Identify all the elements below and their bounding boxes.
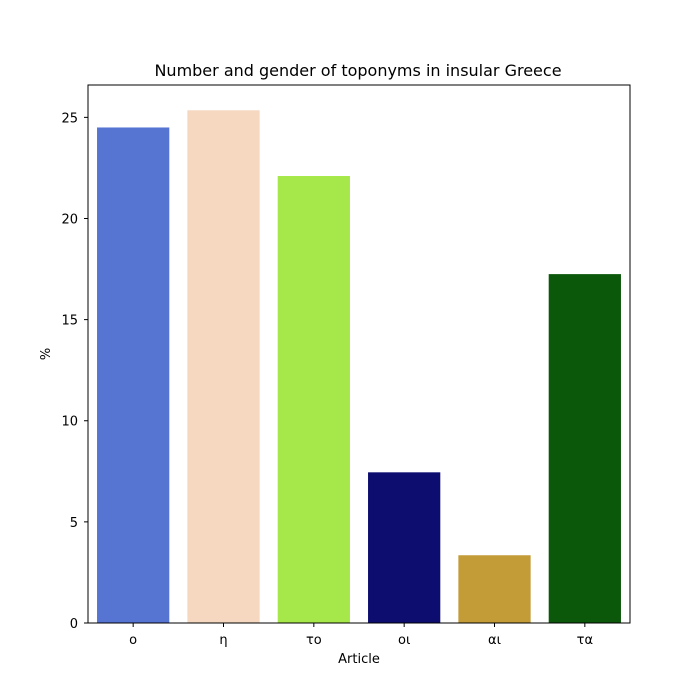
bar-3 bbox=[368, 472, 441, 623]
y-axis: 0 5 10 15 20 25 bbox=[61, 111, 88, 632]
bar-0 bbox=[97, 127, 170, 623]
bar-2 bbox=[277, 176, 350, 624]
bar-4 bbox=[458, 555, 531, 623]
x-tick-label-0: ο bbox=[129, 633, 137, 648]
bars-group bbox=[97, 110, 621, 624]
x-tick-label-5: τα bbox=[577, 633, 593, 648]
x-tick-label-4: αι bbox=[488, 633, 501, 648]
y-tick-label-4: 20 bbox=[61, 212, 78, 227]
x-tick-label-3: οι bbox=[398, 633, 410, 648]
x-tick-label-1: η bbox=[219, 633, 227, 648]
y-tick-label-3: 15 bbox=[61, 314, 78, 329]
x-tick-label-2: το bbox=[306, 633, 322, 648]
x-axis-label: Article bbox=[338, 652, 380, 667]
y-tick-label-2: 10 bbox=[61, 415, 78, 430]
y-tick-label-1: 5 bbox=[70, 516, 78, 531]
y-tick-label-5: 25 bbox=[61, 111, 78, 126]
y-tick-label-0: 0 bbox=[70, 617, 78, 632]
bar-1 bbox=[187, 110, 260, 623]
plot-frame bbox=[87, 84, 631, 624]
x-axis: ο η το οι αι τα bbox=[129, 623, 593, 648]
bar-5 bbox=[548, 274, 621, 623]
chart-title: Number and gender of toponyms in insular… bbox=[154, 61, 561, 80]
y-axis-label: % bbox=[39, 348, 54, 360]
